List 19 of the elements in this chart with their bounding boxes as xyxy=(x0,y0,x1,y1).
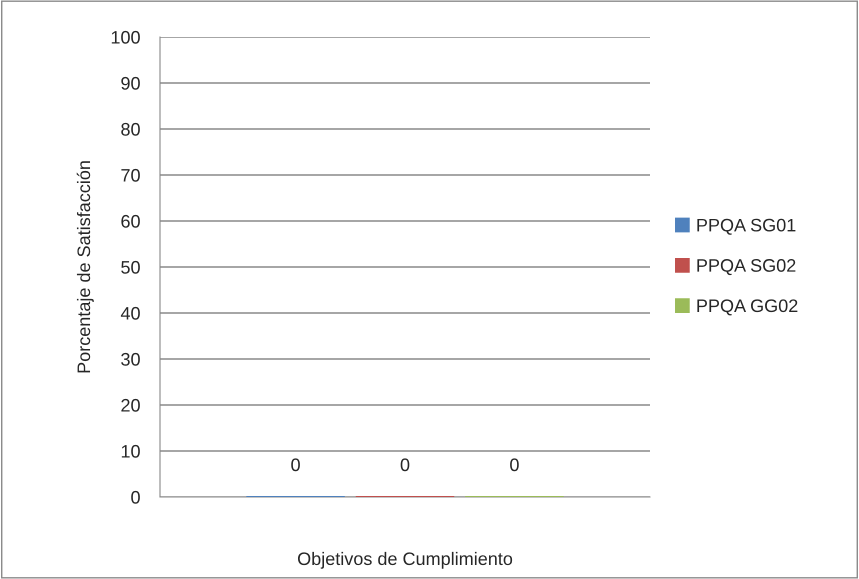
y-tick-label: 10 xyxy=(122,444,140,458)
y-tick-label: 50 xyxy=(121,260,140,274)
y-tick-label: 0 xyxy=(131,490,140,504)
legend-label: PPQA GG02 xyxy=(697,299,798,316)
y-tick-label: 80 xyxy=(121,122,140,136)
x-axis-title: Objetivos de Cumplimiento xyxy=(298,552,512,569)
y-axis-title: Porcentaje de Satisfacción xyxy=(76,161,94,372)
data-label: 0 xyxy=(510,458,519,472)
y-tick-label: 60 xyxy=(121,214,140,228)
legend-label: PPQA SG01 xyxy=(697,218,796,235)
y-tick-label: 40 xyxy=(120,306,140,320)
data-label: 0 xyxy=(291,458,300,472)
y-tick-label: 70 xyxy=(121,168,140,182)
y-tick-label: 30 xyxy=(121,352,140,366)
legend-label: PPQA SG02 xyxy=(697,259,796,276)
data-label: 0 xyxy=(400,458,410,472)
y-tick-label: 20 xyxy=(121,398,140,412)
y-tick-label: 90 xyxy=(121,76,140,90)
y-tick-label: 100 xyxy=(112,30,140,44)
